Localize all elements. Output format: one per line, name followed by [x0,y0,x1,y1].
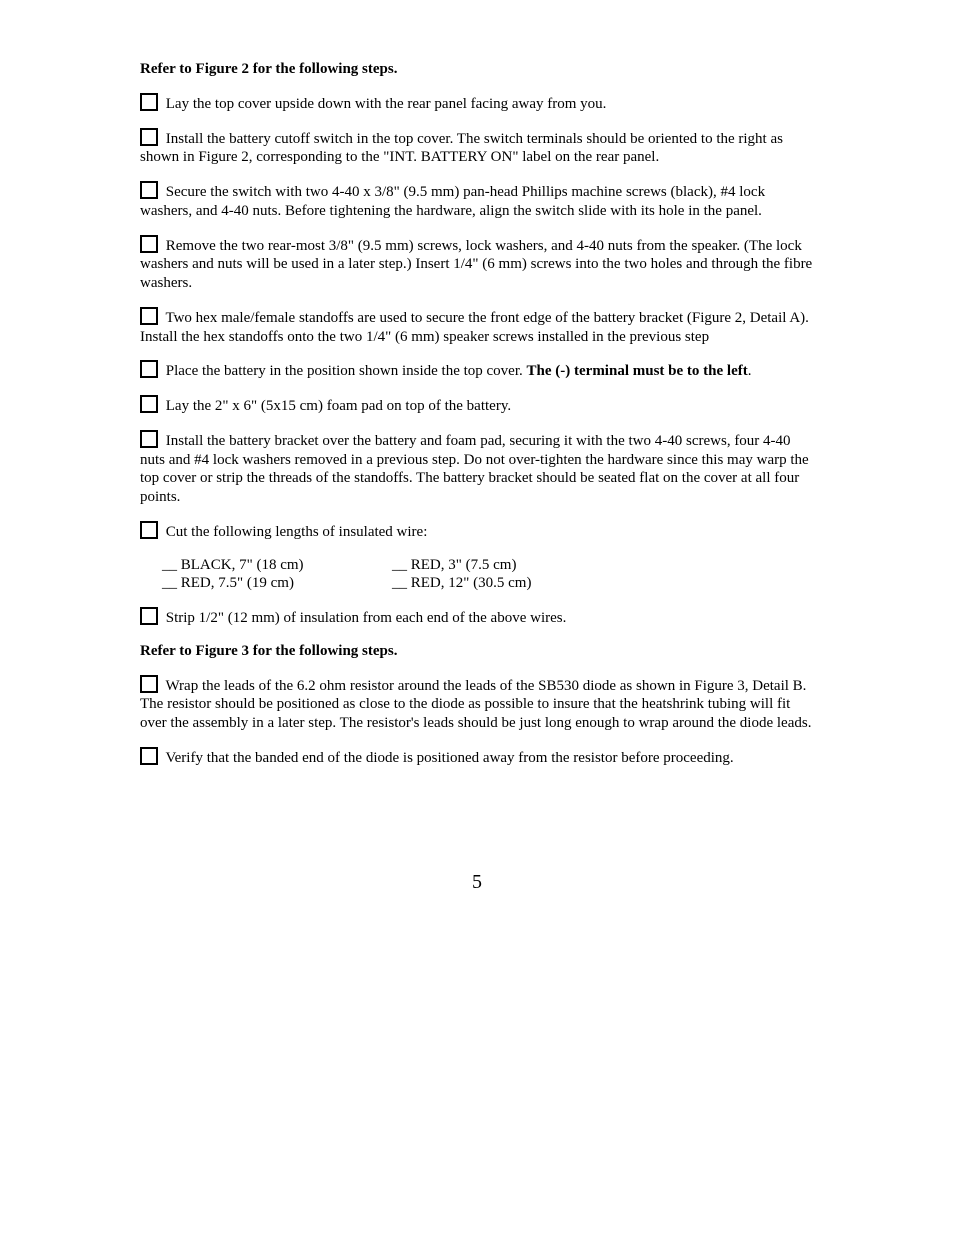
step-text: Strip 1/2" (12 mm) of insulation from ea… [166,610,567,626]
checkbox-icon [140,747,158,765]
checkbox-icon [140,521,158,539]
section-heading-1: Refer to Figure 2 for the following step… [140,60,814,79]
step-text: Lay the top cover upside down with the r… [166,96,607,112]
checkbox-icon [140,128,158,146]
checkbox-icon [140,181,158,199]
wire-item: __ RED, 3" (7.5 cm) [392,556,622,575]
section-heading-2: Refer to Figure 3 for the following step… [140,642,814,661]
checkbox-icon [140,607,158,625]
instruction-step: Strip 1/2" (12 mm) of insulation from ea… [140,607,814,628]
step-text: Lay the 2" x 6" (5x15 cm) foam pad on to… [166,398,511,414]
checkbox-icon [140,93,158,111]
instruction-step: Wrap the leads of the 6.2 ohm resistor a… [140,675,814,733]
step-text: Install the battery bracket over the bat… [140,433,809,505]
step-text: Wrap the leads of the 6.2 ohm resistor a… [140,678,811,732]
step-text: Verify that the banded end of the diode … [165,750,733,766]
document-page: Refer to Figure 2 for the following step… [0,0,954,1235]
step-text: Install the battery cutoff switch in the… [140,131,783,166]
instruction-step: Remove the two rear-most 3/8" (9.5 mm) s… [140,235,814,293]
step-text: Remove the two rear-most 3/8" (9.5 mm) s… [140,238,812,292]
wire-item: __ RED, 7.5" (19 cm) [140,574,392,593]
step-text: Two hex male/female standoffs are used t… [140,310,809,345]
step-text: Cut the following lengths of insulated w… [166,524,428,540]
step-text-suffix: . [748,363,752,379]
step-text-bold: The (-) terminal must be to the left [527,363,748,379]
checkbox-icon [140,395,158,413]
checkbox-icon [140,430,158,448]
step-text-prefix: Place the battery in the position shown … [166,363,527,379]
wire-item: __ RED, 12" (30.5 cm) [392,574,622,593]
page-number: 5 [0,870,954,895]
checkbox-icon [140,235,158,253]
instruction-step: Lay the top cover upside down with the r… [140,93,814,114]
instruction-step: Two hex male/female standoffs are used t… [140,307,814,347]
instruction-step: Install the battery bracket over the bat… [140,430,814,507]
wire-item: __ BLACK, 7" (18 cm) [140,556,392,575]
step-text: Secure the switch with two 4-40 x 3/8" (… [140,184,765,219]
instruction-step: Place the battery in the position shown … [140,360,814,381]
instruction-step: Secure the switch with two 4-40 x 3/8" (… [140,181,814,221]
checkbox-icon [140,307,158,325]
wire-row: __ BLACK, 7" (18 cm) __ RED, 3" (7.5 cm) [140,556,814,575]
instruction-step: Lay the 2" x 6" (5x15 cm) foam pad on to… [140,395,814,416]
instruction-step: Verify that the banded end of the diode … [140,747,814,768]
instruction-step: Cut the following lengths of insulated w… [140,521,814,542]
checkbox-icon [140,675,158,693]
wire-lengths-block: __ BLACK, 7" (18 cm) __ RED, 3" (7.5 cm)… [140,556,814,594]
wire-row: __ RED, 7.5" (19 cm) __ RED, 12" (30.5 c… [140,574,814,593]
checkbox-icon [140,360,158,378]
instruction-step: Install the battery cutoff switch in the… [140,128,814,168]
